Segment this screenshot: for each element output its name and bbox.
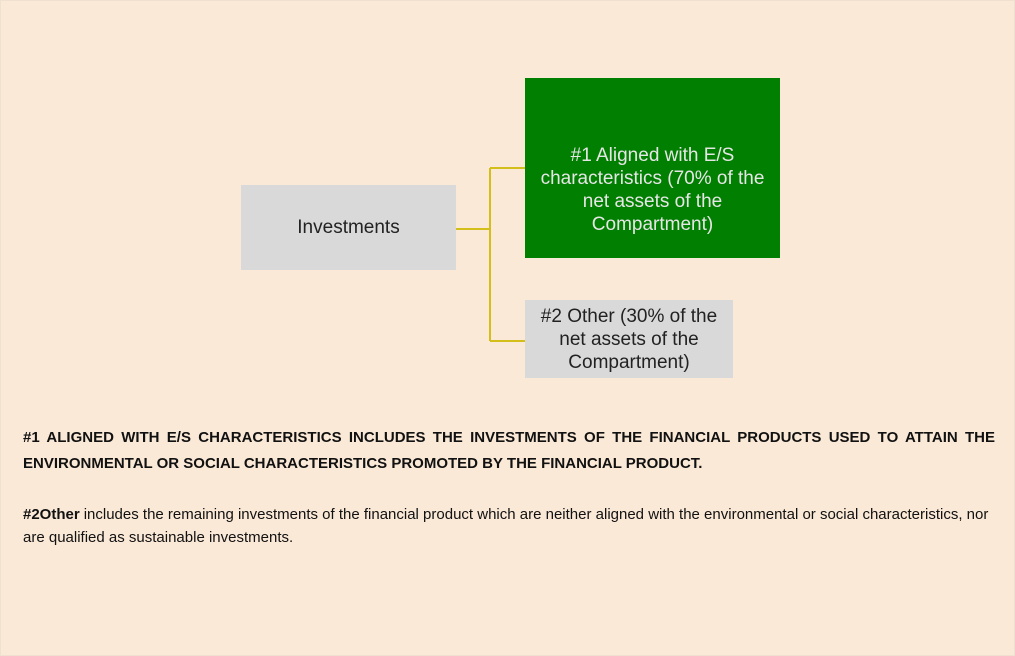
node: #1 Aligned with E/S characteristics (70%… bbox=[525, 78, 780, 258]
note-text: includes the remaining investments of th… bbox=[23, 506, 989, 546]
node: Investments bbox=[241, 185, 456, 270]
node: #2 Other (30% of the net assets of the C… bbox=[525, 300, 733, 378]
note: #2Other includes the remaining investment… bbox=[23, 503, 995, 549]
note-term: #2Other bbox=[23, 506, 80, 523]
note: #1 ALIGNED WITH E/S CHARACTERISTICS INCL… bbox=[23, 429, 995, 472]
